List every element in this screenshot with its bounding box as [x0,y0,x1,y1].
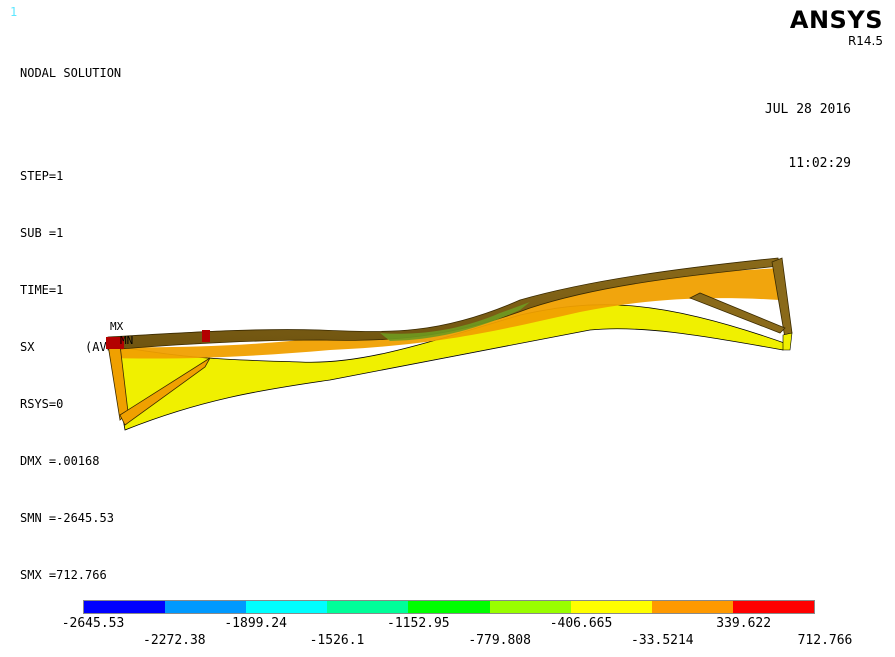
mx-marker: MX [110,320,124,333]
legend-tick-bottom-3: -33.5214 [631,633,694,648]
time-label: TIME=1 [20,283,64,297]
legend-tick-top-1: -1899.24 [224,616,287,631]
legend-segment-7 [651,601,733,613]
right-end-yellow [782,332,793,351]
left-brace [119,357,211,426]
red-zone-left [106,337,124,349]
brand-version: R14.5 [847,34,883,48]
brand-name: ANSYS [789,6,883,34]
legend-tick-top-3: -406.665 [549,616,613,631]
step-label: STEP=1 [20,169,64,183]
smx-label: SMX =712.766 [20,568,107,582]
legend-segment-0 [84,601,166,613]
date-label: JUL 28 2016 [764,102,851,117]
bottom-cut [0,650,895,657]
dmx-label: DMX =.00168 [20,454,100,468]
legend-tick-bottom-4: 712.766 [797,633,853,648]
legend-tick-bottom-2: -779.808 [468,633,531,648]
mn-marker: MN [120,334,134,347]
legend-segment-6 [570,601,652,613]
legend-tick-top-0: -2645.53 [61,616,125,631]
legend-tick-bottom-0: -2272.38 [143,633,206,648]
solution-title: NODAL SOLUTION [20,66,122,80]
legend-tick-top-2: -1152.95 [387,616,450,631]
contour-legend-bar [83,600,815,614]
window-number: 1 [10,5,18,19]
legend-segment-8 [732,601,814,613]
right-brace [689,292,786,334]
brand-logo: ANSYS R14.5 [790,6,883,48]
time-label-clock: 11:02:29 [788,156,851,171]
beam-band-mid [110,268,780,359]
legend-segment-1 [165,601,247,613]
beam-green-zone [380,302,530,341]
legend-segment-5 [489,601,571,613]
datetime: JUL 28 2016 11:02:29 [765,65,851,191]
legend-tick-top-4: 339.622 [716,616,772,631]
rsys-label: RSYS=0 [20,397,64,411]
legend-segment-4 [408,601,490,613]
red-zone-mid [202,330,210,342]
legend-tick-bottom-1: -1526.1 [309,633,365,648]
legend-segment-2 [246,601,328,613]
legend-segment-3 [327,601,409,613]
smn-label: SMN =-2645.53 [20,511,114,525]
sub-label: SUB =1 [20,226,64,240]
